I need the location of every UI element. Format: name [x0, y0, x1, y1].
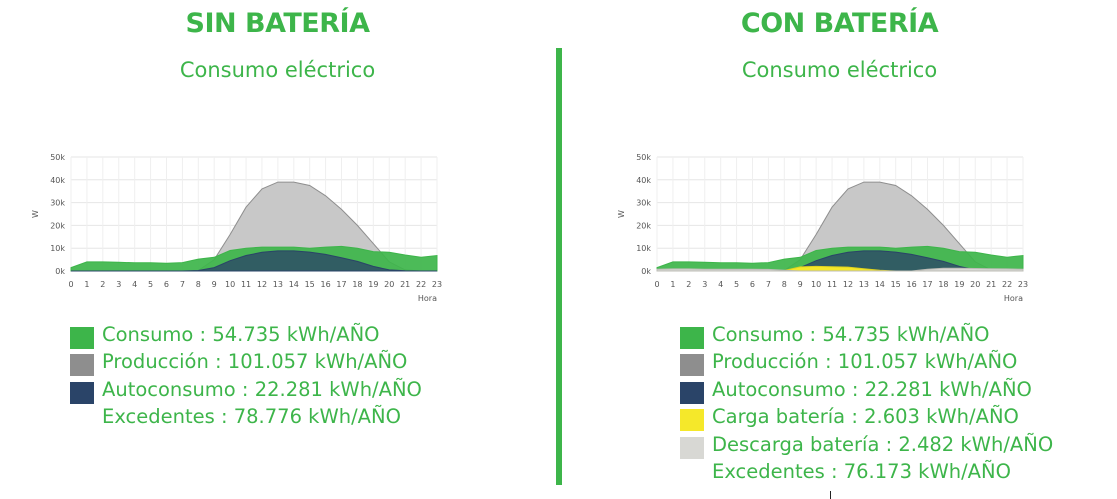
legend-swatch [70, 381, 94, 404]
y-tick-label: 0k [641, 267, 651, 276]
y-tick-label: 50k [636, 153, 651, 162]
x-tick-label: 19 [954, 280, 964, 289]
x-axis-label: Hora [1004, 294, 1023, 303]
panel-heading: SIN BATERÍA [185, 8, 370, 39]
x-tick-label: 14 [289, 280, 299, 289]
x-tick-label: 1 [84, 280, 89, 289]
panel-con-bateria: CON BATERÍA Consumo eléctrico 0k 10k 20k 30… [562, 0, 1117, 499]
x-tick-label: 4 [132, 280, 137, 289]
cursor-mark [830, 491, 831, 499]
x-tick-label: 12 [843, 280, 853, 289]
x-tick-label: 22 [1002, 280, 1012, 289]
x-tick-label: 9 [212, 280, 217, 289]
x-tick-label: 11 [241, 280, 251, 289]
x-tick-label: 0 [68, 280, 73, 289]
x-tick-label: 3 [702, 280, 707, 289]
legend-swatch [70, 327, 94, 349]
y-tick-label: 0k [55, 267, 65, 276]
x-tick-label: 14 [875, 280, 885, 289]
legend-swatch [680, 381, 704, 404]
panel-sin-bateria: SIN BATERÍA Consumo eléctrico 0k 10k 20k 30… [0, 0, 555, 499]
x-tick-label: 13 [859, 280, 869, 289]
x-tick-label: 18 [938, 280, 948, 289]
x-tick-label: 7 [766, 280, 771, 289]
y-tick-label: 30k [50, 199, 65, 208]
x-tick-label: 2 [686, 280, 691, 289]
x-tick-label: 5 [734, 280, 739, 289]
x-tick-label: 10 [811, 280, 821, 289]
y-tick-label: 10k [636, 244, 651, 253]
x-tick-label: 16 [321, 280, 331, 289]
chart-title: Consumo eléctrico [179, 58, 376, 82]
y-tick-label: 10k [50, 244, 65, 253]
x-tick-label: 7 [180, 280, 185, 289]
y-tick-label: 20k [50, 221, 65, 230]
x-tick-label: 5 [148, 280, 153, 289]
legend-label: Producción : 101.057 kWh/AÑO [712, 350, 1018, 374]
x-tick-label: 6 [750, 280, 755, 289]
x-tick-label: 4 [718, 280, 723, 289]
x-tick-label: 23 [432, 280, 442, 289]
area-chart: 0k 10k 20k 30k 40k 50k 0 1 2 3 4 5 6 7 8 9 10 11 12 13 14 15 1… [28, 143, 453, 308]
series-area-autoconsumo [71, 250, 437, 272]
legend-label: Descarga batería : 2.482 kWh/AÑO [712, 432, 1054, 456]
x-tick-label: 9 [798, 280, 803, 289]
x-tick-label: 21 [400, 280, 410, 289]
x-tick-label: 12 [257, 280, 267, 289]
y-tick-label: 20k [636, 221, 651, 230]
x-tick-label: 19 [368, 280, 378, 289]
y-tick-label: 40k [636, 176, 651, 185]
legend-swatch [680, 436, 704, 459]
x-tick-label: 8 [782, 280, 787, 289]
x-tick-label: 20 [384, 280, 394, 289]
x-tick-label: 11 [827, 280, 837, 289]
y-axis-label: W [31, 210, 40, 218]
legend-label: Consumo : 54.735 kWh/AÑO [712, 323, 990, 346]
legend-label: Producción : 101.057 kWh/AÑO [102, 350, 408, 374]
legend-label: Autoconsumo : 22.281 kWh/AÑO [712, 377, 1032, 401]
x-tick-label: 6 [164, 280, 169, 289]
vertical-divider [556, 48, 562, 485]
legend-label: Excedentes : 78.776 kWh/AÑO [102, 405, 401, 429]
x-tick-label: 2 [100, 280, 105, 289]
x-axis-label: Hora [418, 294, 437, 303]
area-chart: 0k 10k 20k 30k 40k 50k 0 1 2 3 4 5 6 7 8 9 10 11 12 13 14 15 1… [614, 143, 1039, 308]
legend-swatch [680, 409, 704, 432]
y-tick-label: 50k [50, 153, 65, 162]
legend-label: Autoconsumo : 22.281 kWh/AÑO [102, 377, 422, 401]
chart-title: Consumo eléctrico [741, 58, 938, 82]
series-area-descarga-batería [656, 267, 1024, 272]
x-tick-label: 23 [1018, 280, 1028, 289]
x-tick-label: 17 [922, 280, 932, 289]
y-tick-label: 40k [50, 176, 65, 185]
x-tick-label: 20 [970, 280, 980, 289]
legend-label: Excedentes : 76.173 kWh/AÑO [712, 459, 1011, 483]
x-tick-label: 18 [352, 280, 362, 289]
x-tick-label: 3 [116, 280, 121, 289]
x-tick-label: 13 [273, 280, 283, 289]
x-tick-label: 16 [907, 280, 917, 289]
panel-heading: CON BATERÍA [740, 8, 939, 39]
legend-swatch [70, 354, 94, 377]
legend-label: Carga batería : 2.603 kWh/AÑO [712, 405, 1019, 429]
legend-label: Consumo : 54.735 kWh/AÑO [102, 323, 380, 346]
x-tick-label: 0 [654, 280, 659, 289]
y-axis-label: W [617, 210, 626, 218]
x-tick-label: 8 [196, 280, 201, 289]
x-tick-label: 15 [891, 280, 901, 289]
x-tick-label: 22 [416, 280, 426, 289]
x-tick-label: 15 [305, 280, 315, 289]
x-tick-label: 17 [336, 280, 346, 289]
x-tick-label: 10 [225, 280, 235, 289]
x-tick-label: 1 [670, 280, 675, 289]
x-tick-label: 21 [986, 280, 996, 289]
legend-swatch [680, 327, 704, 349]
legend-swatch [680, 354, 704, 377]
y-tick-label: 30k [636, 199, 651, 208]
